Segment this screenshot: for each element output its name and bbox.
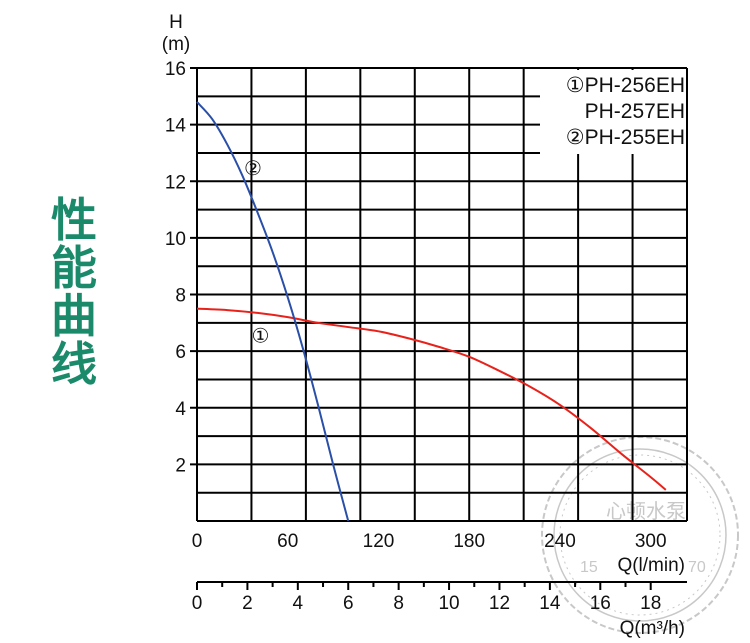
y-tick-label: 12 [165, 172, 186, 193]
x2-axis-title: Q(m³/h) [620, 618, 685, 639]
x2-tick-label: 0 [192, 593, 203, 614]
chart-labels: 16 14 12 10 8 6 4 2 0 60 120 180 240 300 0 2 4 6 8 10 12 14 16… [162, 12, 685, 639]
y-tick-label: 6 [175, 342, 186, 363]
y-tick-label: 10 [165, 229, 186, 250]
x2-tick-label: 6 [343, 593, 354, 614]
x-axis-title: Q(l/min) [617, 555, 685, 576]
x2-tick-label: 2 [242, 593, 253, 614]
x-tick-label: 240 [544, 531, 576, 552]
curve-series-2 [196, 101, 350, 522]
x-tick-label: 180 [453, 531, 485, 552]
legend-entry-1: ①PH-256EH [566, 74, 685, 97]
title-char-2: 能 [51, 241, 97, 295]
y-axis-title: H [169, 12, 183, 33]
x2-tick-label: 16 [590, 593, 611, 614]
chart-legend: ①PH-256EH PH-257EH ②PH-255EH [540, 70, 686, 154]
x2-tick-label: 8 [393, 593, 404, 614]
performance-curve-title: 性 能 曲 线 [44, 196, 104, 388]
x2-tick-label: 4 [293, 593, 304, 614]
chart-curves: ①② [196, 101, 667, 522]
x2-tick-label: 10 [438, 593, 459, 614]
x2-tick-label: 18 [640, 593, 661, 614]
legend-entry-2: PH-257EH [585, 100, 685, 123]
title-char-3: 曲 [51, 289, 97, 343]
y-axis-unit: (m) [162, 34, 190, 55]
y-tick-label: 4 [175, 399, 186, 420]
stamp-text-name: 心顿水泵 [606, 500, 686, 523]
x2-tick-label: 12 [489, 593, 510, 614]
curve-label-2: ② [244, 158, 262, 180]
stamp-inner-ring [553, 448, 727, 622]
curve-label-1: ① [252, 325, 270, 347]
x-tick-label: 60 [277, 531, 298, 552]
y-tick-label: 2 [175, 455, 186, 476]
stamp-dot-ring [559, 454, 721, 616]
y-tick-label: 14 [165, 116, 187, 137]
legend-background [540, 70, 686, 154]
x2-tick-label: 14 [539, 593, 561, 614]
x-tick-label: 300 [635, 531, 667, 552]
stamp-text-right: 70 [688, 559, 706, 576]
x-tick-label: 120 [363, 531, 395, 552]
y-tick-label: 8 [175, 286, 186, 307]
stamp-text-left: 15 [580, 559, 598, 576]
legend-entry-3: ②PH-255EH [566, 126, 685, 149]
curve-series-1 [196, 307, 667, 491]
x-tick-label: 0 [192, 531, 203, 552]
title-char-4: 线 [51, 337, 97, 391]
title-char-1: 性 [51, 193, 97, 247]
y-tick-label: 16 [165, 59, 186, 80]
